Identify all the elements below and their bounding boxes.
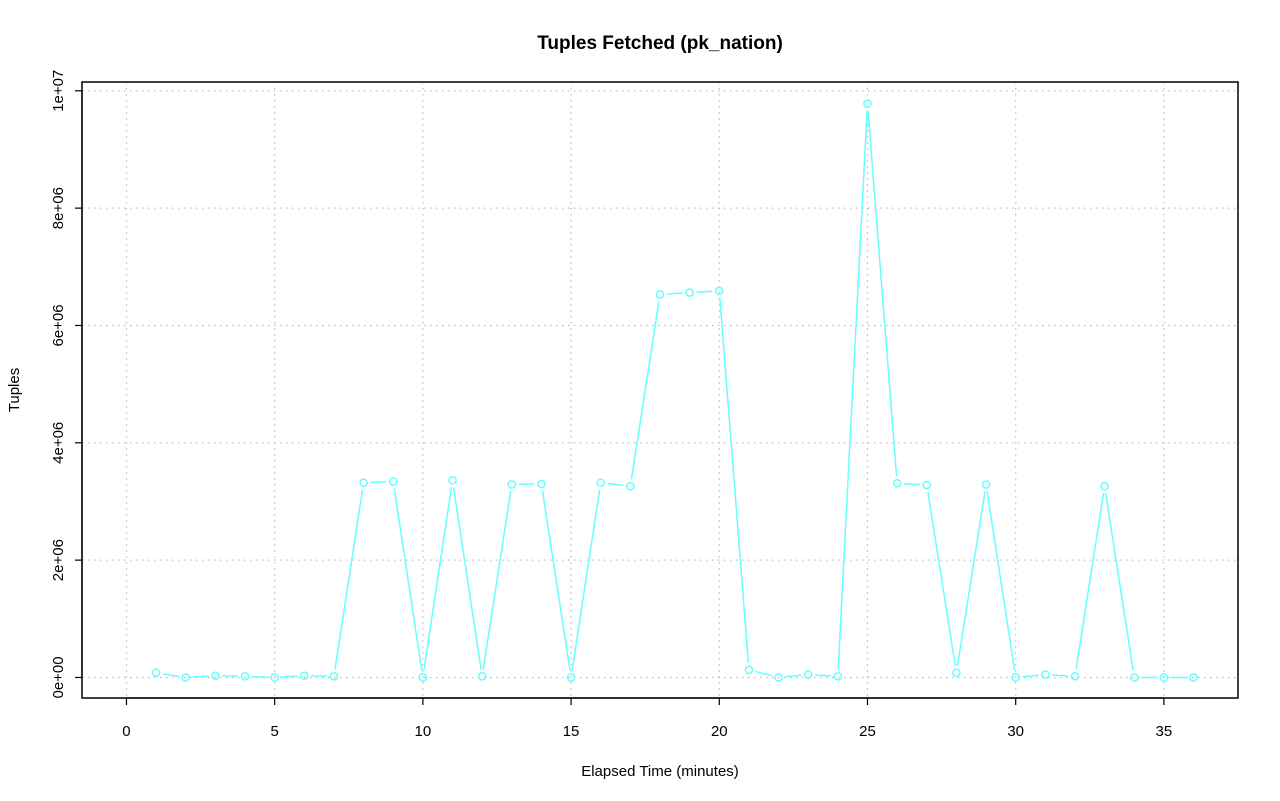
data-point — [388, 477, 398, 486]
series-line-segment — [251, 675, 268, 678]
series-line-segment — [482, 491, 512, 670]
data-series — [151, 99, 1198, 682]
series-line-segment — [452, 487, 482, 670]
data-point — [448, 475, 457, 485]
series-line-segment — [696, 290, 713, 293]
data-point — [714, 286, 724, 296]
x-tick-label: 25 — [859, 723, 876, 740]
data-point — [626, 481, 635, 491]
data-point — [596, 478, 606, 488]
y-axis-title: Tuples — [6, 368, 23, 412]
series-line-segment — [1052, 674, 1069, 677]
data-point — [922, 480, 932, 490]
series-line-segment — [986, 491, 1016, 671]
y-tick-label: 2e+06 — [50, 539, 67, 581]
data-point — [774, 673, 783, 682]
data-point — [418, 673, 428, 682]
series-line-segment — [571, 489, 601, 671]
x-tick-label: 30 — [1007, 723, 1024, 740]
series-line-segment — [815, 674, 831, 677]
y-axis: 0e+00 2e+06 4e+06 6e+06 8e+06 1e+07 — [50, 70, 83, 699]
series-line-segment — [927, 491, 957, 666]
series-line-segment — [867, 110, 898, 477]
data-point — [240, 671, 250, 681]
data-point — [863, 99, 872, 109]
series-line-segment — [541, 490, 571, 671]
plot-frame — [81, 81, 1239, 699]
y-tick-label: 1e+07 — [50, 70, 67, 112]
data-point — [1011, 673, 1021, 682]
series-line-segment — [719, 297, 750, 663]
x-tick-label: 5 — [270, 723, 278, 740]
series-line-segment — [785, 674, 802, 678]
data-point — [151, 668, 161, 678]
data-point — [892, 478, 902, 488]
series-line-segment — [755, 670, 772, 677]
data-point — [981, 480, 991, 489]
data-point — [1129, 673, 1139, 682]
series-line-segment — [423, 487, 453, 671]
data-point — [507, 480, 517, 489]
series-line-segment — [837, 110, 868, 670]
y-tick-label: 8e+06 — [50, 187, 67, 229]
x-axis: 0 5 10 15 20 25 30 35 — [122, 697, 1173, 740]
data-point — [566, 673, 576, 682]
x-axis-title: Elapsed Time (minutes) — [581, 763, 739, 780]
series-line-segment — [162, 673, 179, 678]
data-point — [1040, 670, 1050, 679]
series-line-segment — [281, 675, 298, 678]
series-line-segment — [1022, 674, 1039, 678]
series-line-segment — [334, 489, 364, 670]
y-tick-label: 0e+00 — [50, 656, 67, 698]
data-point — [211, 671, 220, 681]
series-line-segment — [393, 488, 423, 671]
data-point — [1070, 671, 1080, 681]
x-tick-label: 15 — [563, 723, 580, 740]
data-point — [685, 288, 694, 297]
series-line-segment — [666, 292, 683, 295]
y-tick-label: 4e+06 — [50, 422, 67, 464]
data-point — [299, 671, 309, 681]
chart-title: Tuples Fetched (pk_nation) — [537, 33, 783, 54]
data-point — [537, 479, 546, 489]
series-line-segment — [192, 675, 209, 678]
data-point — [655, 290, 665, 299]
series-line-segment — [607, 482, 624, 487]
data-point — [1159, 673, 1169, 682]
data-point — [270, 673, 280, 682]
y-tick-label: 6e+06 — [50, 304, 67, 346]
x-tick-label: 35 — [1156, 723, 1173, 740]
grid-lines — [82, 82, 1238, 698]
data-point — [329, 671, 339, 681]
x-tick-label: 10 — [415, 723, 432, 740]
series-line-segment — [630, 301, 660, 480]
series-line-segment — [956, 491, 986, 666]
x-tick-label: 0 — [122, 723, 130, 740]
series-line-segment — [370, 481, 387, 484]
data-point — [181, 673, 191, 682]
x-tick-label: 20 — [711, 723, 728, 740]
data-point — [952, 668, 961, 678]
data-point — [359, 478, 368, 488]
data-point — [1189, 673, 1198, 682]
data-point — [477, 671, 487, 681]
data-point — [1100, 481, 1109, 491]
series-line-segment — [904, 482, 920, 486]
data-point — [744, 665, 754, 675]
series-line-segment — [1104, 493, 1134, 671]
series-line-segment — [1075, 493, 1105, 670]
data-point — [803, 670, 813, 679]
data-point — [833, 671, 843, 681]
